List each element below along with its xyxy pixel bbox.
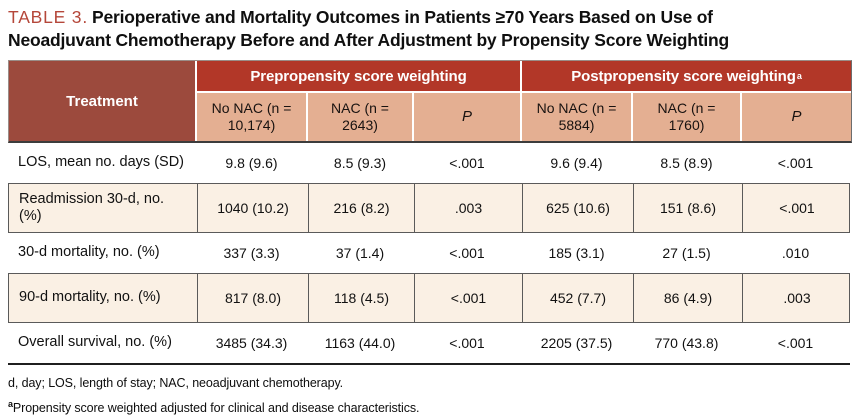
column-header-pre-nac: NAC (n = 2643) <box>308 93 412 142</box>
group-header-postpropensity-footnote-marker: a <box>796 71 802 82</box>
pre-no-nac-value: 817 (8.0) <box>197 274 308 323</box>
pre-p-value: .003 <box>414 184 522 233</box>
column-header-post-p: P <box>742 93 851 142</box>
table-bottom-rule <box>8 363 850 366</box>
pre-nac-value: 118 (4.5) <box>308 274 414 323</box>
pre-no-nac-value: 337 (3.3) <box>223 245 280 262</box>
table-title: TABLE 3. Perioperative and Mortality Outc… <box>8 6 858 52</box>
pre-no-nac-value: 1040 (10.2) <box>197 184 308 233</box>
group-header-prepropensity: Prepropensity score weighting <box>197 61 520 92</box>
post-no-nac-value: 2205 (37.5) <box>540 335 613 352</box>
row-label: Overall survival, no. (%) <box>18 334 172 351</box>
table-row: Readmission 30-d, no. (%) 1040 (10.2) 21… <box>8 183 851 234</box>
row-label: 90-d mortality, no. (%) <box>19 289 161 306</box>
post-nac-value: 770 (43.8) <box>654 335 719 352</box>
corner-header-treatment: Treatment <box>9 61 195 142</box>
table-row: 90-d mortality, no. (%) 817 (8.0) 118 (4… <box>8 273 851 324</box>
post-nac-value: 151 (8.6) <box>633 184 742 233</box>
column-header-post-nac: NAC (n = 1760) <box>633 93 740 142</box>
table-row: 30-d mortality, no. (%) 337 (3.3) 37 (1.… <box>8 233 850 274</box>
row-label: Readmission 30-d, no. (%) <box>19 190 165 225</box>
column-header-pre-no-nac: No NAC (n = 10,174) <box>197 93 306 142</box>
pre-nac-value: 1163 (44.0) <box>324 335 396 352</box>
pre-nac-value: 216 (8.2) <box>308 184 414 233</box>
table-row: LOS, mean no. days (SD) 9.8 (9.6) 8.5 (9… <box>8 143 850 184</box>
outcomes-table-body: LOS, mean no. days (SD) 9.8 (9.6) 8.5 (9… <box>8 143 851 366</box>
table-row: Overall survival, no. (%) 3485 (34.3) 11… <box>8 323 850 364</box>
pre-nac-value: 8.5 (9.3) <box>333 155 387 172</box>
post-nac-value: 86 (4.9) <box>633 274 742 323</box>
post-nac-value: 27 (1.5) <box>662 245 711 262</box>
post-p-value: .003 <box>742 274 851 323</box>
abbreviations-footnote: d, day; LOS, length of stay; NAC, neoadj… <box>8 376 344 391</box>
post-no-nac-value: 452 (7.7) <box>522 274 633 323</box>
title-line2: Neoadjuvant Chemotherapy Before and Afte… <box>8 30 729 51</box>
post-nac-value: 8.5 (8.9) <box>660 155 713 172</box>
pre-p-value: <.001 <box>449 245 485 262</box>
post-p-value: <.001 <box>777 155 814 172</box>
title-line1: Perioperative and Mortality Outcomes in … <box>92 7 713 27</box>
column-header-pre-p: P <box>414 93 520 142</box>
column-header-post-no-nac: No NAC (n = 5884) <box>522 93 631 142</box>
group-header-prepropensity-label: Prepropensity score weighting <box>250 67 467 85</box>
pre-no-nac-value: 9.8 (9.6) <box>225 155 278 172</box>
pre-nac-value: 37 (1.4) <box>335 245 385 262</box>
row-label: 30-d mortality, no. (%) <box>18 244 160 261</box>
footnotes: d, day; LOS, length of stay; NAC, neoadj… <box>8 376 858 415</box>
footnote-marker-a: a <box>8 399 13 410</box>
pre-no-nac-value: 3485 (34.3) <box>215 335 288 352</box>
outcomes-table-header: Treatment Prepropensity score weighting … <box>8 60 852 144</box>
propensity-footnote-text: Propensity score weighted adjusted for c… <box>12 401 420 415</box>
post-p-value: <.001 <box>777 335 814 352</box>
pre-p-value: <.001 <box>449 335 485 352</box>
post-p-value: <.001 <box>742 184 851 233</box>
post-no-nac-value: 185 (3.1) <box>548 245 605 262</box>
pre-p-value: <.001 <box>449 155 485 172</box>
table-number-label: TABLE 3. <box>8 7 88 27</box>
row-label: LOS, mean no. days (SD) <box>18 154 185 171</box>
group-header-postpropensity-label: Postpropensity score weighting <box>571 67 796 85</box>
post-p-value: .010 <box>781 245 810 262</box>
pre-p-value: <.001 <box>414 274 522 323</box>
post-no-nac-value: 9.6 (9.4) <box>550 155 603 172</box>
propensity-footnote: aPropensity score weighted adjusted for … <box>8 399 858 415</box>
group-header-postpropensity: Postpropensity score weighting a <box>522 61 851 92</box>
post-no-nac-value: 625 (10.6) <box>522 184 633 233</box>
